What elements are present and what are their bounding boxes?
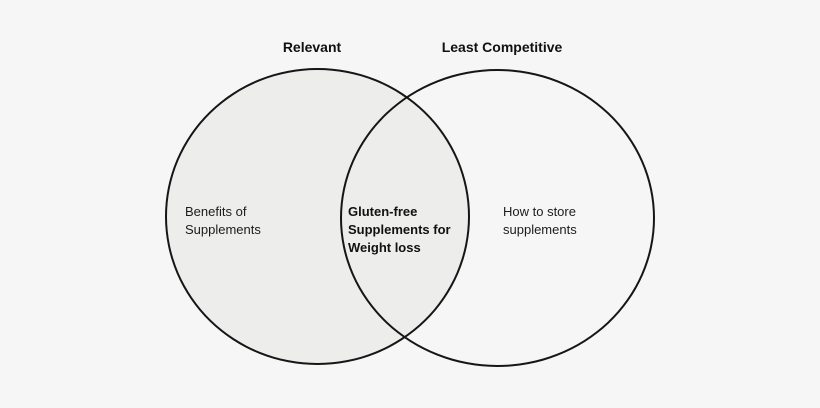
label-line: Gluten-free (348, 204, 418, 219)
right-circle-title: Least Competitive (441, 39, 563, 55)
left-circle-label: Benefits of Supplements (185, 203, 261, 239)
right-circle-label: How to store supplements (503, 203, 577, 239)
label-line: supplements (503, 222, 577, 237)
label-line: Supplements for (348, 222, 451, 237)
left-circle-title: Relevant (282, 39, 342, 55)
label-line: How to store (503, 204, 576, 219)
label-line: Weight loss (348, 240, 421, 255)
label-line: Supplements (185, 222, 261, 237)
right-circle (340, 69, 655, 367)
intersection-label: Gluten-free Supplements for Weight loss (348, 203, 451, 257)
label-line: Benefits of (185, 204, 247, 219)
